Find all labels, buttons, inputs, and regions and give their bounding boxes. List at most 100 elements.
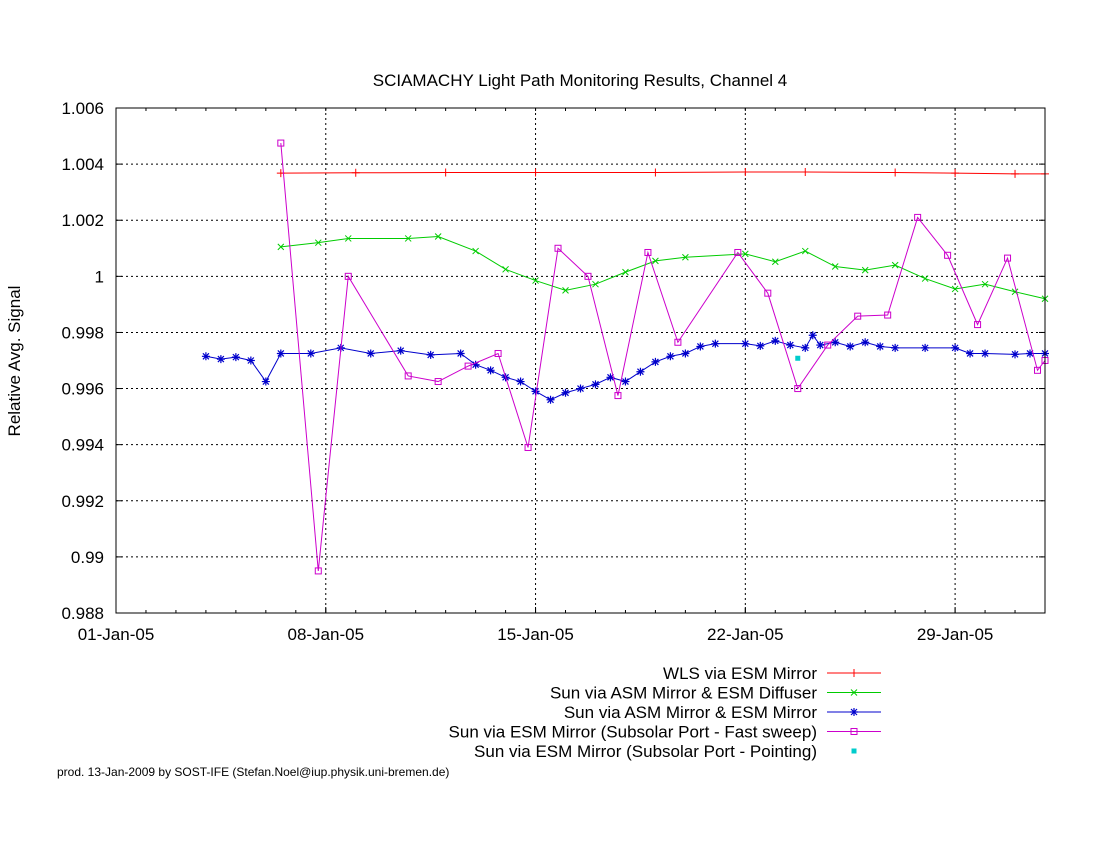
data-point-asm-mirror-esm-mirror — [471, 360, 480, 369]
y-axis-label: Relative Avg. Signal — [5, 286, 24, 437]
legend-item-esm-mirror-fast-sweep: Sun via ESM Mirror (Subsolar Port - Fast… — [449, 723, 881, 742]
data-point-asm-mirror-esm-mirror — [531, 387, 540, 396]
data-point-wls-esm-mirror — [741, 167, 750, 176]
legend-swatch-marker — [850, 669, 858, 677]
footer-credit: prod. 13-Jan-2009 by SOST-IFE (Stefan.No… — [57, 765, 449, 779]
data-point-asm-mirror-esm-mirror — [786, 341, 795, 350]
y-tick-label: 1.002 — [61, 211, 104, 230]
data-point-esm-mirror-fast-sweep — [584, 272, 592, 280]
data-point-wls-esm-mirror — [801, 167, 810, 176]
y-tick-label: 0.99 — [71, 548, 104, 567]
data-point-asm-mirror-esm-mirror — [621, 377, 630, 386]
legend-label: Sun via ASM Mirror & ESM Diffuser — [550, 684, 817, 703]
data-point-asm-mirror-esm-mirror — [846, 342, 855, 351]
data-point-asm-mirror-esm-mirror — [951, 343, 960, 352]
y-tick-label: 0.996 — [61, 380, 104, 399]
data-point-esm-mirror-fast-sweep — [794, 385, 802, 393]
data-point-esm-mirror-fast-sweep — [314, 567, 322, 575]
data-point-asm-mirror-esm-mirror — [831, 338, 840, 347]
data-point-asm-mirror-esm-mirror — [966, 349, 975, 358]
y-tick-label: 1.004 — [61, 155, 104, 174]
legend-swatch-marker — [850, 708, 858, 716]
data-point-asm-mirror-esm-diffuser — [771, 258, 779, 266]
plot-frame — [115, 107, 1046, 614]
data-point-asm-mirror-esm-diffuser — [741, 250, 749, 258]
data-point-asm-mirror-esm-mirror — [1011, 350, 1020, 359]
data-point-esm-mirror-fast-sweep — [944, 251, 952, 259]
data-point-asm-mirror-esm-mirror — [366, 349, 375, 358]
series-line-asm-mirror-esm-mirror — [205, 334, 1045, 401]
data-point-esm-mirror-fast-sweep — [674, 338, 682, 346]
data-point-asm-mirror-esm-mirror — [801, 343, 810, 352]
grid — [116, 108, 1045, 613]
data-point-asm-mirror-esm-diffuser — [951, 285, 959, 293]
legend-swatch-marker — [850, 728, 858, 735]
data-point-esm-mirror-fast-sweep — [277, 139, 285, 147]
data-point-esm-mirror-fast-sweep — [464, 362, 472, 370]
data-point-esm-mirror-fast-sweep — [344, 272, 352, 280]
data-point-asm-mirror-esm-mirror — [201, 352, 210, 361]
data-point-asm-mirror-esm-mirror — [456, 349, 465, 358]
data-point-asm-mirror-esm-mirror — [861, 338, 870, 347]
data-point-asm-mirror-esm-mirror — [486, 366, 495, 375]
data-point-asm-mirror-esm-diffuser — [472, 247, 479, 255]
data-point-esm-mirror-fast-sweep — [974, 321, 982, 329]
data-point-wls-esm-mirror — [951, 169, 960, 178]
data-point-esm-mirror-fast-sweep — [434, 378, 442, 386]
data-point-asm-mirror-esm-mirror — [741, 339, 750, 348]
data-point-asm-mirror-esm-diffuser — [831, 263, 839, 270]
data-point-esm-mirror-fast-sweep — [734, 248, 742, 256]
legend-item-asm-mirror-esm-mirror: Sun via ASM Mirror & ESM Mirror — [564, 703, 881, 722]
data-point-esm-mirror-fast-sweep — [1034, 366, 1042, 374]
data-point-asm-mirror-esm-mirror — [808, 331, 817, 340]
data-point-asm-mirror-esm-diffuser — [592, 280, 599, 288]
data-point-asm-mirror-esm-diffuser — [652, 257, 659, 265]
data-point-asm-mirror-esm-mirror — [561, 388, 570, 397]
data-point-asm-mirror-esm-mirror — [546, 395, 555, 404]
y-tick-label: 1.006 — [61, 99, 104, 118]
data-point-asm-mirror-esm-diffuser — [502, 265, 509, 273]
legend-item-wls-esm-mirror: WLS via ESM Mirror — [663, 664, 881, 683]
y-tick-label: 1 — [95, 267, 104, 286]
data-point-asm-mirror-esm-mirror — [231, 353, 240, 362]
data-point-asm-mirror-esm-mirror — [981, 349, 990, 358]
data-point-asm-mirror-esm-diffuser — [277, 243, 285, 251]
data-point-asm-mirror-esm-mirror — [651, 357, 660, 366]
data-point-asm-mirror-esm-mirror — [216, 355, 225, 364]
data-point-asm-mirror-esm-mirror — [276, 349, 285, 358]
data-point-esm-mirror-fast-sweep — [764, 289, 772, 297]
data-point-asm-mirror-esm-mirror — [576, 384, 585, 393]
data-point-esm-mirror-fast-sweep — [854, 312, 862, 320]
legend-label: Sun via ESM Mirror (Subsolar Port - Poin… — [474, 742, 817, 761]
data-point-asm-mirror-esm-diffuser — [682, 253, 689, 261]
data-point-asm-mirror-esm-mirror — [771, 336, 780, 345]
data-point-esm-mirror-fast-sweep — [884, 311, 892, 319]
x-tick-label: 15-Jan-05 — [497, 625, 574, 644]
y-tick-label: 0.998 — [61, 323, 104, 342]
series-line-asm-mirror-esm-diffuser — [280, 235, 1046, 300]
data-point-asm-mirror-esm-diffuser — [921, 275, 929, 282]
data-point-asm-mirror-esm-mirror — [246, 356, 255, 365]
data-point-asm-mirror-esm-diffuser — [861, 266, 869, 274]
x-tick-label: 22-Jan-05 — [707, 625, 784, 644]
series-asm-mirror-esm-mirror — [201, 331, 1049, 404]
axis-ticks: 0.988 0.99 0.992 0.994 0.996 0.998 1 1.002 1.004… — [61, 99, 1045, 644]
legend-item-asm-mirror-esm-diffuser: Sun via ASM Mirror & ESM Diffuser — [550, 684, 881, 703]
data-point-asm-mirror-esm-diffuser — [404, 235, 412, 242]
data-point-esm-mirror-fast-sweep — [914, 213, 922, 221]
data-point-wls-esm-mirror — [531, 168, 540, 177]
data-point-asm-mirror-esm-mirror — [681, 349, 690, 358]
series-wls-esm-mirror — [276, 167, 1049, 178]
data-point-asm-mirror-esm-mirror — [696, 342, 705, 351]
data-point-asm-mirror-esm-mirror — [396, 346, 405, 355]
y-tick-label: 0.988 — [61, 604, 104, 623]
y-tick-label: 0.994 — [61, 436, 104, 455]
legend-item-esm-mirror-pointing: Sun via ESM Mirror (Subsolar Port - Poin… — [474, 742, 857, 761]
data-point-esm-mirror-fast-sweep — [404, 372, 412, 380]
data-point-esm-mirror-pointing — [795, 355, 801, 361]
series-asm-mirror-esm-diffuser — [277, 233, 1049, 303]
series-esm-mirror-pointing — [795, 355, 801, 361]
data-point-asm-mirror-esm-mirror — [711, 339, 720, 348]
x-tick-label: 08-Jan-05 — [287, 625, 364, 644]
